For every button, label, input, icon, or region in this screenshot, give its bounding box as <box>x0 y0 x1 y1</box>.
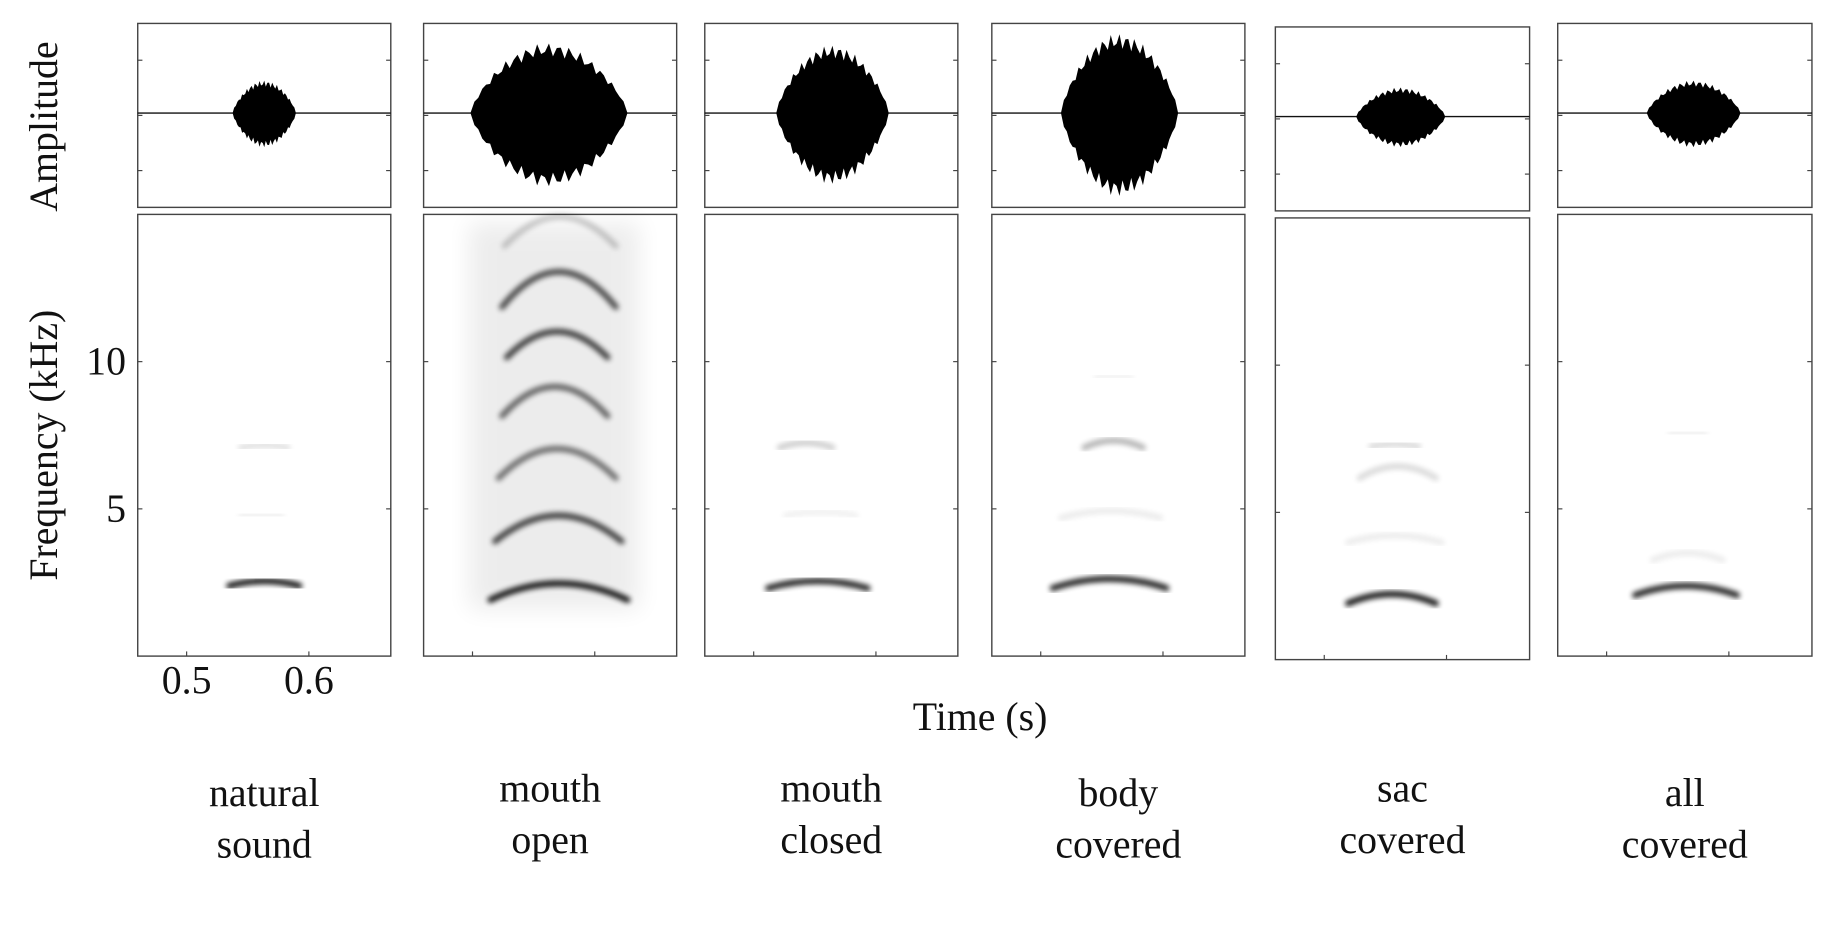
harmonic <box>1368 441 1422 450</box>
panel-label: closed <box>780 818 882 862</box>
panel: mouth closed <box>704 22 959 862</box>
waveform <box>232 80 296 148</box>
spectrogram-frame <box>704 213 959 657</box>
spectrogram-frame <box>137 213 392 657</box>
x-tick-label: 0.5 <box>162 659 212 703</box>
harmonic <box>1632 582 1740 599</box>
panel-label: sac <box>1377 766 1428 810</box>
panel-label: mouth <box>780 766 882 810</box>
harmonic <box>1649 550 1726 563</box>
harmonic <box>1093 373 1135 381</box>
harmonic <box>237 511 285 519</box>
harmonic <box>237 442 291 451</box>
waveform <box>1356 87 1446 148</box>
y-axis-label: Frequency (kHz) <box>22 310 66 581</box>
harmonic <box>499 269 619 310</box>
x-axis-label: Time (s) <box>913 695 1048 739</box>
panel-label: covered <box>1622 823 1748 867</box>
spectrogram-frame <box>1274 217 1531 661</box>
panel: body covered <box>991 22 1246 867</box>
harmonic <box>1356 463 1439 481</box>
panel-label: body <box>1079 771 1159 815</box>
waveform <box>1646 80 1741 148</box>
panel: mouth open <box>422 22 678 862</box>
spectrogram-frame <box>991 213 1246 657</box>
harmonic <box>495 445 619 481</box>
y-tick-label: 5 <box>106 487 126 531</box>
spectrogram-frame <box>422 213 678 657</box>
panel: 5 10 0.5 0.6 natural sound <box>86 22 392 867</box>
waveform <box>1060 34 1179 196</box>
waveform <box>470 43 628 187</box>
harmonic <box>487 580 631 603</box>
harmonic <box>1058 507 1164 521</box>
panel-label: open <box>511 818 589 862</box>
harmonic <box>501 213 619 249</box>
panel: sac covered <box>1274 26 1531 862</box>
harmonic <box>776 439 836 451</box>
harmonic <box>765 578 871 592</box>
harmonic <box>782 509 859 519</box>
harmonic <box>503 328 611 361</box>
harmonic <box>1345 591 1439 607</box>
panel: all covered <box>1557 22 1813 867</box>
panel-label: covered <box>1339 818 1465 862</box>
x-tick-label: 0.6 <box>284 659 334 703</box>
panel-label: natural <box>209 771 320 815</box>
harmonic <box>1345 532 1445 546</box>
harmonic <box>499 383 611 419</box>
harmonic <box>1667 429 1709 437</box>
panel-label: mouth <box>499 766 601 810</box>
harmonic <box>1081 437 1146 451</box>
harmonic <box>492 512 625 545</box>
panel-label: all <box>1665 771 1705 815</box>
harmonic <box>1049 575 1170 592</box>
spectrogram-frame <box>1557 213 1813 657</box>
waveform <box>776 45 889 184</box>
amplitude-label: Amplitude <box>22 41 66 211</box>
spectrogram-haze <box>469 222 640 610</box>
panel-label: covered <box>1055 823 1181 867</box>
panel-label: sound <box>217 823 312 867</box>
y-tick-label: 10 <box>86 340 126 384</box>
harmonic <box>226 578 303 589</box>
